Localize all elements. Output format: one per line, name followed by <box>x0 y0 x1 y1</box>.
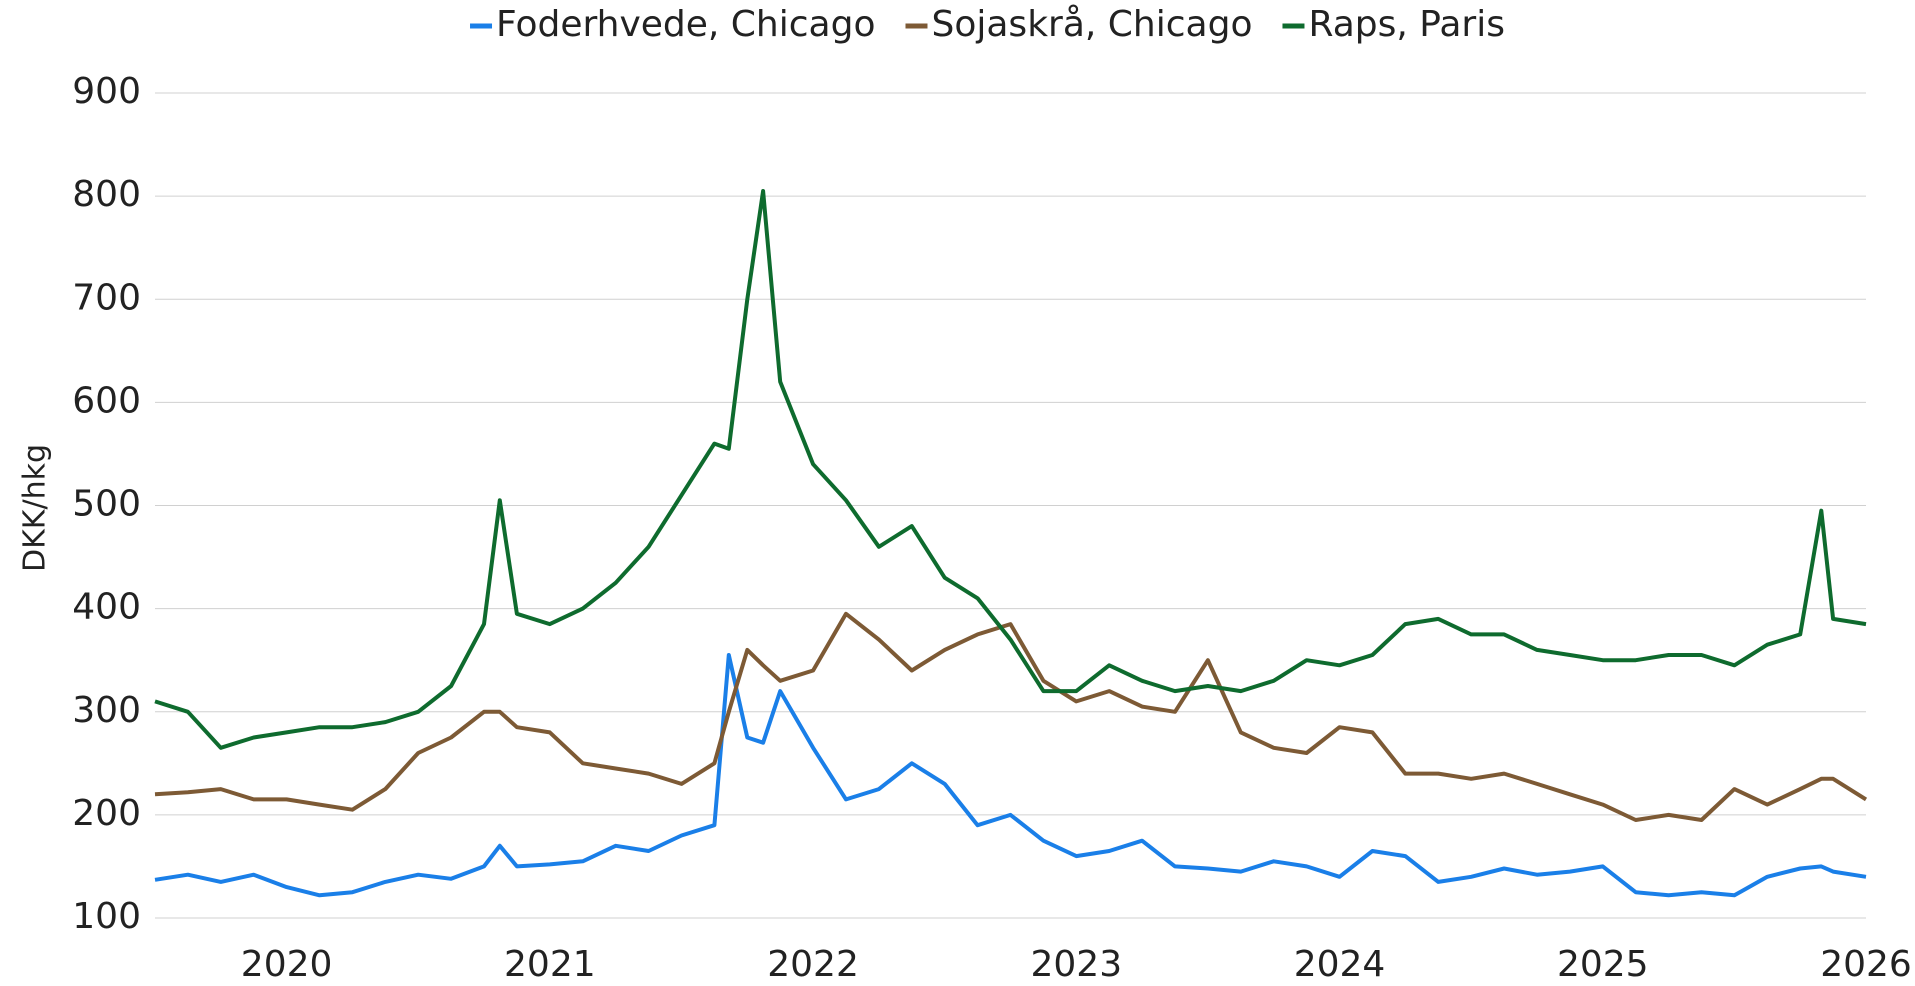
legend-label: Foderhvede, Chicago <box>496 4 875 45</box>
series-line <box>154 653 1867 898</box>
y-tick-label: 400 <box>72 587 141 628</box>
x-tick-label: 2022 <box>767 944 859 985</box>
y-tick-label: 200 <box>72 793 141 834</box>
x-tick-label: 2021 <box>504 944 596 985</box>
y-tick-label: 100 <box>72 896 141 937</box>
y-tick-label: 300 <box>72 690 141 731</box>
x-tick-label: 2026 <box>1820 944 1912 985</box>
legend-label: Sojaskrå, Chicago <box>931 4 1252 45</box>
y-tick-label: 600 <box>72 380 141 421</box>
y-tick-label: 700 <box>72 277 141 318</box>
legend: Foderhvede, Chicago Sojaskrå, Chicago Raps… <box>470 4 1505 45</box>
x-tick-label: 2023 <box>1030 944 1122 985</box>
y-tick-label: 900 <box>72 71 141 112</box>
y-axis-label: DKK/hkg <box>18 444 53 572</box>
x-tick-label: 2025 <box>1557 944 1649 985</box>
series-line <box>154 189 1867 750</box>
x-tick-label: 2020 <box>241 944 333 985</box>
y-tick-label: 500 <box>72 484 141 525</box>
legend-label: Raps, Paris <box>1308 4 1505 45</box>
x-tick-label: 2024 <box>1294 944 1386 985</box>
series-line <box>154 611 1868 822</box>
y-tick-label: 800 <box>72 174 141 215</box>
